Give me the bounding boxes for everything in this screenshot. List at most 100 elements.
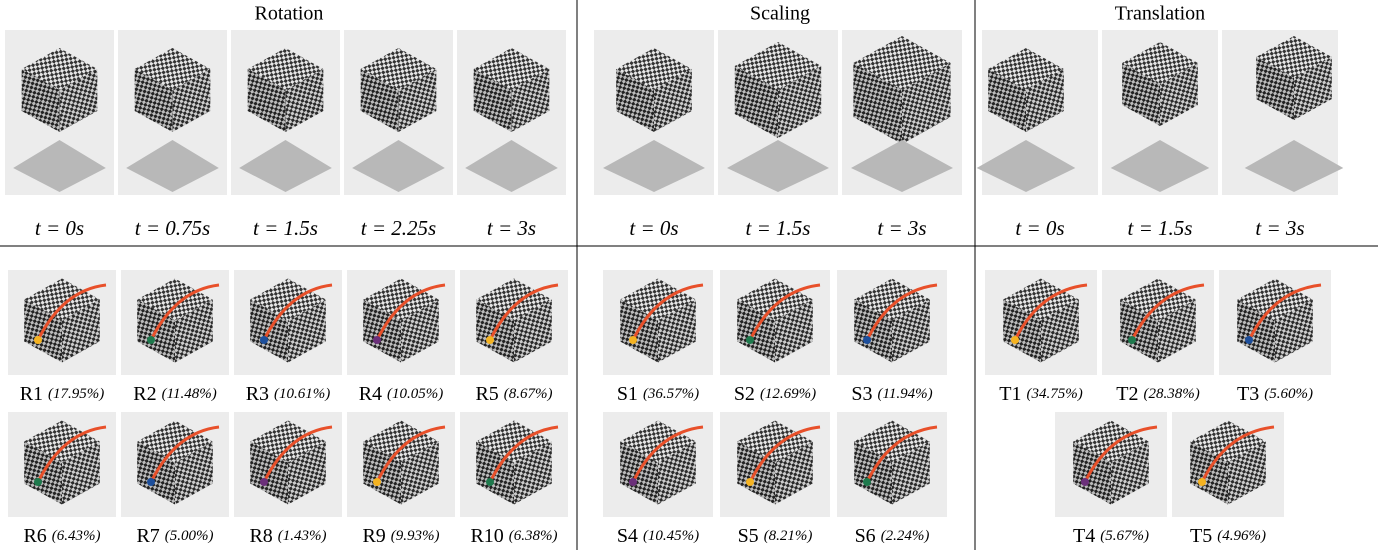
- floor: [727, 140, 829, 192]
- gesture-point: [1198, 478, 1206, 486]
- gesture-id: S4: [617, 525, 638, 547]
- frame-label: t = 0.75s: [135, 216, 210, 240]
- thumbnail: [457, 30, 566, 195]
- cube-left: [734, 66, 778, 138]
- gesture-point: [863, 336, 871, 344]
- cube-right: [654, 69, 692, 132]
- thumbnail: [231, 30, 340, 195]
- thumbnail: [594, 30, 714, 195]
- frame-label: t = 1.5s: [746, 216, 811, 240]
- gesture-share: (12.69%): [760, 386, 816, 402]
- gesture-point: [629, 336, 637, 344]
- gesture-arrow: [631, 425, 704, 483]
- gesture-share: (10.45%): [643, 528, 699, 544]
- cube-top: [620, 278, 696, 321]
- gesture-point: [373, 478, 381, 486]
- frame-label: t = 0s: [629, 216, 678, 240]
- thumbnail: [347, 270, 455, 375]
- gesture-arrow: [36, 425, 107, 483]
- gesture-point: [260, 336, 268, 344]
- thumbnail: [720, 412, 830, 517]
- gesture-label: R2 (11.48%): [133, 383, 216, 405]
- cube-right: [175, 299, 213, 363]
- cube-right: [175, 441, 213, 505]
- cube-top: [137, 278, 213, 321]
- cube-top: [134, 48, 211, 90]
- gesture-point: [34, 336, 42, 344]
- thumbnail: [5, 30, 114, 195]
- cube-top: [854, 420, 930, 463]
- gesture-point: [486, 478, 494, 486]
- cube-right: [514, 441, 552, 505]
- cube-top: [24, 420, 100, 463]
- thumbnail: [460, 270, 568, 375]
- cube-left: [1256, 57, 1294, 120]
- gesture-share: (11.48%): [162, 386, 217, 402]
- gesture-arrow: [1130, 283, 1205, 341]
- floor: [352, 140, 445, 192]
- floor: [851, 140, 953, 192]
- thumbnail: [460, 412, 568, 517]
- cube-top: [616, 48, 692, 90]
- gesture-id: R8: [249, 525, 272, 547]
- gesture-label: S4 (10.45%): [617, 525, 699, 547]
- cube-top: [24, 278, 100, 321]
- gesture-point: [1245, 336, 1253, 344]
- floor: [465, 140, 558, 192]
- cube-right: [288, 299, 326, 363]
- gesture-id: R2: [133, 383, 156, 405]
- thumbnail: [837, 270, 947, 375]
- gesture-label: R8 (1.43%): [249, 525, 326, 547]
- gesture-label: R5 (8.67%): [475, 383, 552, 405]
- cube-left: [134, 69, 173, 132]
- gesture-point: [746, 478, 754, 486]
- gesture-label: R3 (10.61%): [246, 383, 331, 405]
- cube-left: [473, 69, 512, 132]
- cube-left: [247, 69, 286, 132]
- cube-left: [360, 69, 399, 132]
- section-title: Scaling: [750, 3, 810, 25]
- gesture-label: T1 (34.75%): [999, 383, 1082, 405]
- cube-right: [775, 299, 813, 363]
- cube-left: [1122, 63, 1160, 126]
- gesture-share: (9.93%): [391, 528, 440, 544]
- cube-top: [620, 420, 696, 463]
- gesture-label: T2 (28.38%): [1116, 383, 1199, 405]
- gesture-arrow: [1083, 425, 1158, 483]
- frame-label: t = 1.5s: [253, 216, 318, 240]
- thumbnail: [1055, 412, 1167, 517]
- frame-label: t = 0s: [1015, 216, 1064, 240]
- gesture-id: R6: [23, 525, 46, 547]
- gesture-share: (8.21%): [764, 528, 813, 544]
- cube-left: [616, 69, 654, 132]
- frame-label: t = 2.25s: [361, 216, 436, 240]
- gesture-share: (5.00%): [165, 528, 214, 544]
- thumbnail: [837, 412, 947, 517]
- cube-right: [62, 441, 100, 505]
- gesture-arrow: [36, 283, 107, 341]
- gesture-point: [147, 478, 155, 486]
- gesture-arrow: [375, 283, 446, 341]
- cube-left: [1190, 441, 1228, 505]
- gesture-label: S1 (36.57%): [617, 383, 699, 405]
- gesture-label: R10 (6.38%): [470, 525, 557, 547]
- gesture-id: S3: [851, 383, 872, 405]
- cube-right: [1275, 299, 1313, 363]
- cube-right: [658, 299, 696, 363]
- gesture-label: T3 (5.60%): [1237, 383, 1313, 405]
- cube-left: [1237, 299, 1275, 363]
- gesture-share: (1.43%): [278, 528, 327, 544]
- gesture-id: S2: [734, 383, 755, 405]
- gesture-id: T2: [1116, 383, 1138, 405]
- gesture-id: R1: [20, 383, 43, 405]
- frame-label: t = 3s: [487, 216, 536, 240]
- thumbnail: [985, 270, 1097, 375]
- gesture-label: S6 (2.24%): [855, 525, 930, 547]
- gesture-point: [1011, 336, 1019, 344]
- cube-right: [775, 441, 813, 505]
- thumbnail: [118, 30, 227, 195]
- floor: [603, 140, 705, 192]
- gesture-point: [863, 478, 871, 486]
- section-title: Rotation: [255, 3, 324, 25]
